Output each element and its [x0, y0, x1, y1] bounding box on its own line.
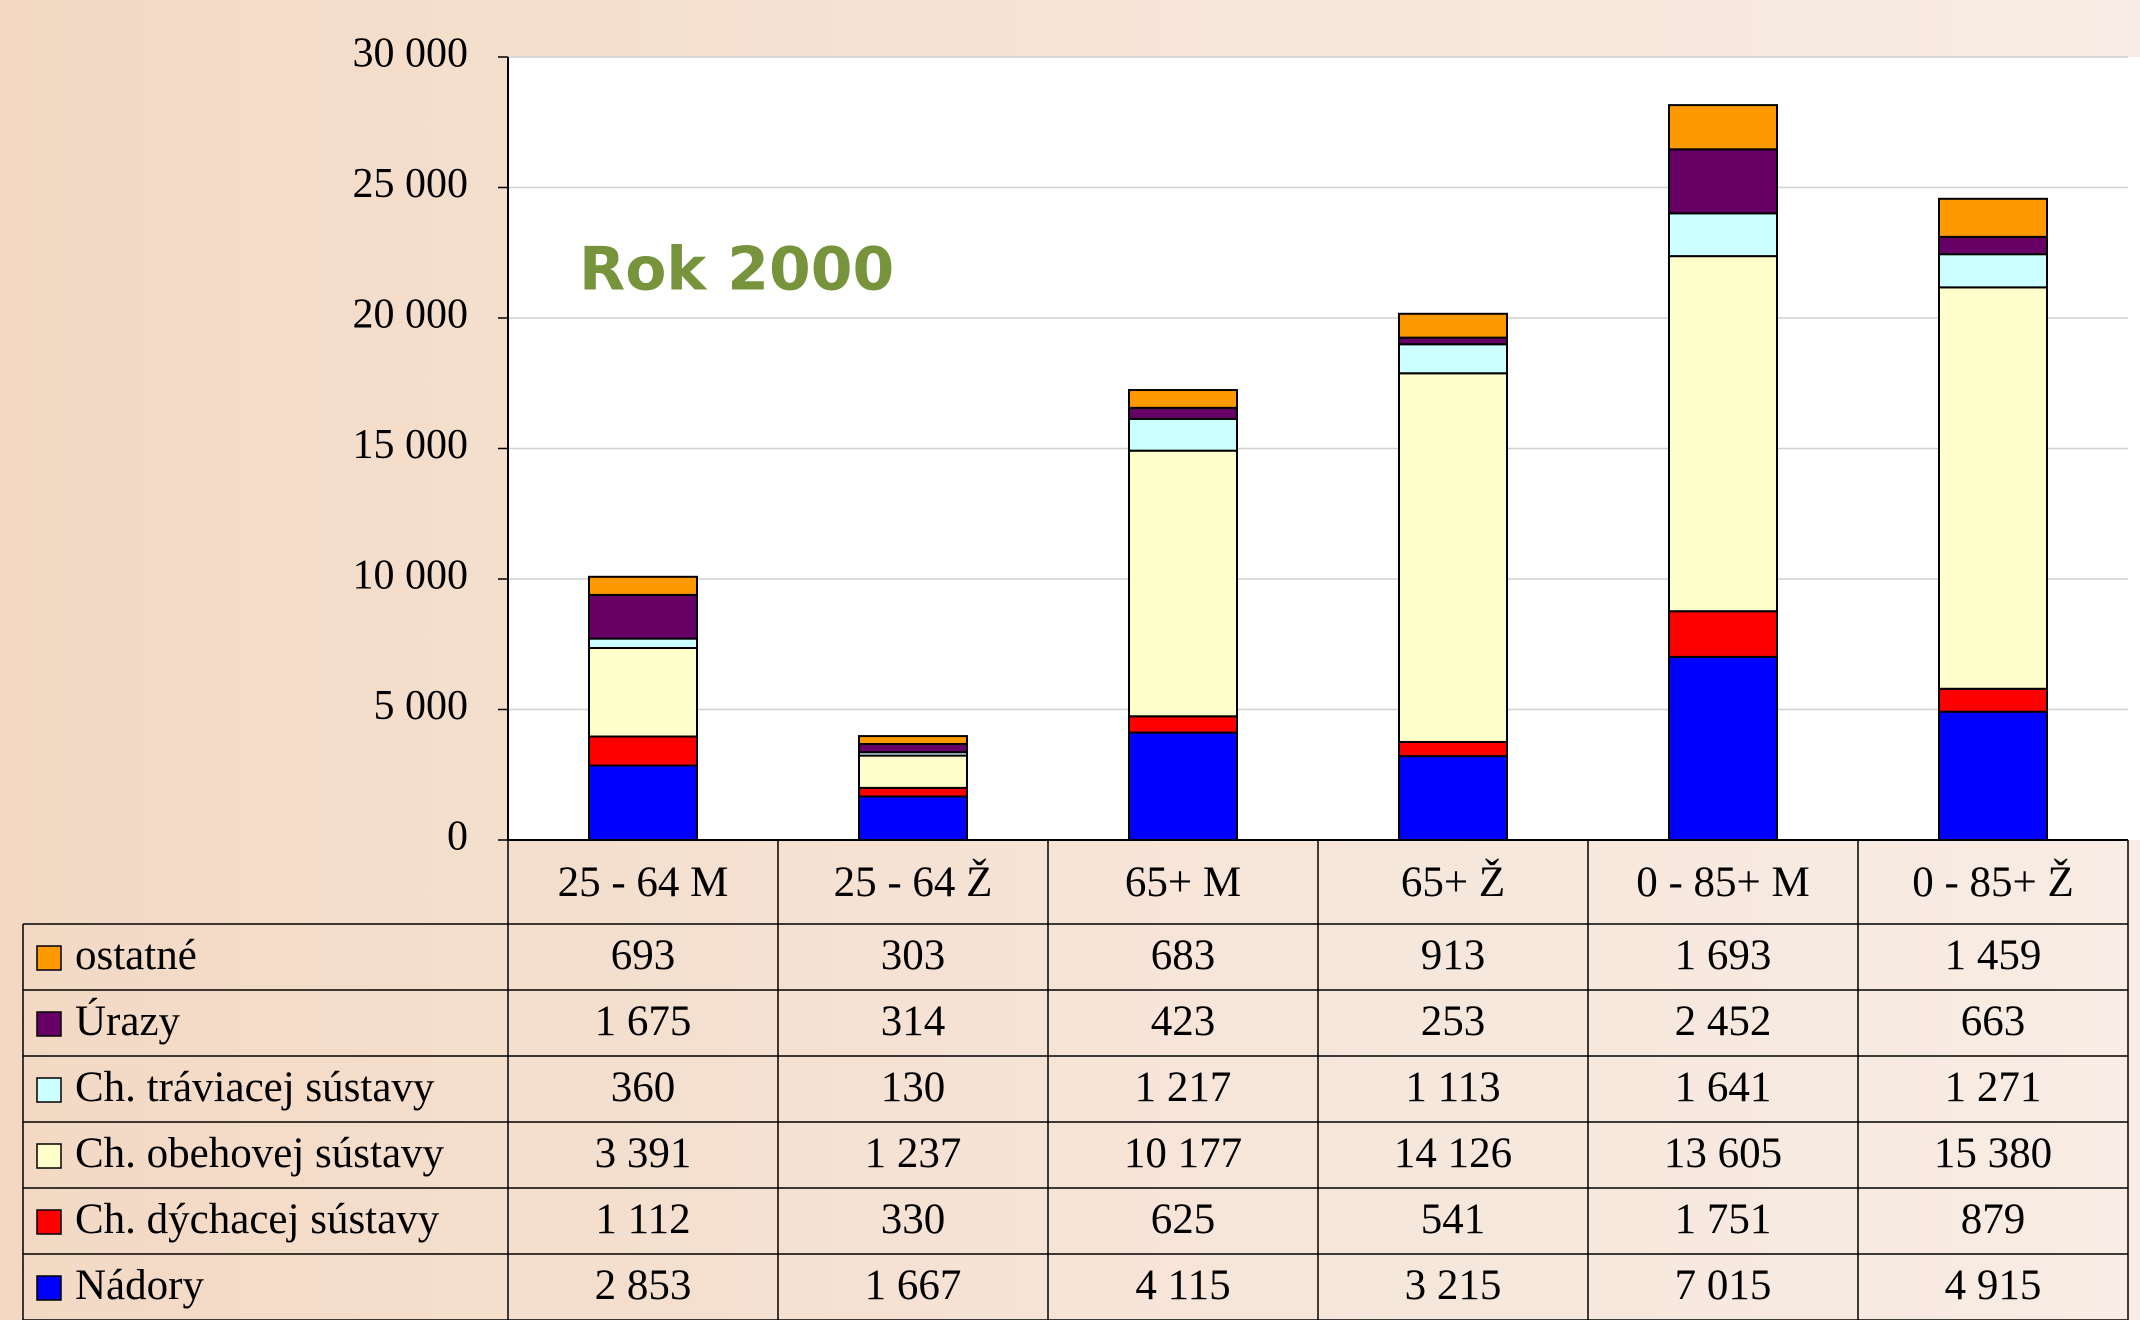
- y-tick-label: 5 000: [374, 683, 469, 729]
- x-tick-label: 65+ Ž: [1401, 859, 1505, 906]
- bar-segment: [588, 637, 698, 650]
- table-value: 14 126: [1394, 1130, 1512, 1177]
- table-value: 130: [881, 1064, 946, 1111]
- table-value: 2 853: [595, 1262, 692, 1309]
- table-value: 303: [881, 932, 946, 979]
- table-value: 693: [611, 932, 676, 979]
- legend-swatch: [36, 1143, 62, 1169]
- bar-segment: [1668, 655, 1778, 842]
- x-tick-label: 0 - 85+ Ž: [1912, 859, 2074, 906]
- table-value: 913: [1421, 932, 1486, 979]
- table-value: 423: [1151, 998, 1216, 1045]
- bar-segment: [1938, 687, 2048, 713]
- bar-segment: [1398, 755, 1508, 841]
- x-tick-label: 25 - 64 Ž: [834, 859, 993, 906]
- legend-label: Ch. tráviacej sústavy: [75, 1064, 435, 1111]
- table-value: 663: [1961, 998, 2026, 1045]
- table-value: 3 391: [595, 1130, 692, 1177]
- annotation: Rok 2000: [579, 235, 894, 305]
- bar-segment: [1938, 235, 2048, 256]
- table-value: 541: [1421, 1196, 1486, 1243]
- bar-segment: [1128, 406, 1238, 420]
- table-value: 330: [881, 1196, 946, 1243]
- bar-segment: [1128, 731, 1238, 842]
- table-value: 1 271: [1945, 1064, 2042, 1111]
- bar-segment: [588, 764, 698, 841]
- table-value: 253: [1421, 998, 1486, 1045]
- y-tick-label: 0: [447, 814, 468, 860]
- bar-segment: [588, 575, 698, 596]
- bar-segment: [1938, 253, 2048, 289]
- table-value: 1 237: [865, 1130, 962, 1177]
- bar-segment: [1668, 212, 1778, 258]
- legend-swatch: [36, 1077, 62, 1103]
- table-value: 1 459: [1945, 932, 2042, 979]
- table-value: 1 113: [1405, 1064, 1500, 1111]
- legend-label: Ch. obehovej sústavy: [75, 1130, 445, 1177]
- legend-label: Úrazy: [75, 998, 181, 1045]
- table-value: 4 115: [1135, 1262, 1230, 1309]
- bar-segment: [1398, 312, 1508, 339]
- table-value: 4 915: [1945, 1262, 2042, 1309]
- x-tick-label: 65+ M: [1125, 859, 1241, 906]
- table-value: 13 605: [1664, 1130, 1782, 1177]
- table-value: 1 675: [595, 998, 692, 1045]
- legend-swatch: [36, 1011, 62, 1037]
- legend-label: ostatné: [75, 932, 197, 979]
- bar-segment: [858, 754, 968, 789]
- table-value: 7 015: [1675, 1262, 1772, 1309]
- bar-segment: [1668, 610, 1778, 658]
- bar-segment: [1128, 449, 1238, 718]
- bar-segment: [588, 647, 698, 738]
- bar-segment: [1128, 389, 1238, 409]
- bar-segment: [1398, 740, 1508, 758]
- bar-segment: [1938, 197, 2048, 238]
- legend-label: Ch. dýchacej sústavy: [75, 1196, 440, 1243]
- y-tick-label: 20 000: [353, 292, 469, 338]
- y-tick-label: 30 000: [353, 31, 469, 77]
- table-value: 879: [1961, 1196, 2026, 1243]
- table-value: 625: [1151, 1196, 1216, 1243]
- bar-segment: [858, 795, 968, 841]
- bar-segment: [1128, 715, 1238, 734]
- bar-segment: [588, 735, 698, 767]
- table-value: 1 112: [595, 1196, 690, 1243]
- x-tick-label: 25 - 64 M: [558, 859, 729, 906]
- bar-segment: [1668, 148, 1778, 215]
- bar-segment: [1938, 710, 2048, 841]
- bar-segment: [1398, 372, 1508, 743]
- table-value: 1 693: [1675, 932, 1772, 979]
- table-value: 3 215: [1405, 1262, 1502, 1309]
- y-tick-label: 25 000: [353, 161, 469, 207]
- bar-segment: [1398, 343, 1508, 375]
- y-tick-label: 10 000: [353, 553, 469, 599]
- table-value: 683: [1151, 932, 1216, 979]
- table-value: 1 217: [1135, 1064, 1232, 1111]
- y-tick-label: 15 000: [353, 422, 469, 468]
- bar-segment: [1668, 104, 1778, 151]
- table-value: 1 667: [865, 1262, 962, 1309]
- bar-segment: [1128, 417, 1238, 452]
- legend-swatch: [36, 945, 62, 971]
- table-value: 15 380: [1934, 1130, 2052, 1177]
- table-value: 1 751: [1675, 1196, 1772, 1243]
- table-value: 1 641: [1675, 1064, 1772, 1111]
- x-tick-label: 0 - 85+ M: [1636, 859, 1810, 906]
- bar-segment: [1938, 286, 2048, 690]
- legend-swatch: [36, 1275, 62, 1301]
- legend-label: Nádory: [75, 1262, 204, 1309]
- table-value: 10 177: [1124, 1130, 1242, 1177]
- bar-segment: [588, 593, 698, 640]
- bar-segment: [858, 786, 968, 798]
- bar-segment: [1668, 255, 1778, 613]
- legend-swatch: [36, 1209, 62, 1235]
- table-value: 360: [611, 1064, 676, 1111]
- table-value: 314: [881, 998, 946, 1045]
- bar-segment: [858, 743, 968, 754]
- table-value: 2 452: [1675, 998, 1772, 1045]
- bar-segment: [858, 735, 968, 746]
